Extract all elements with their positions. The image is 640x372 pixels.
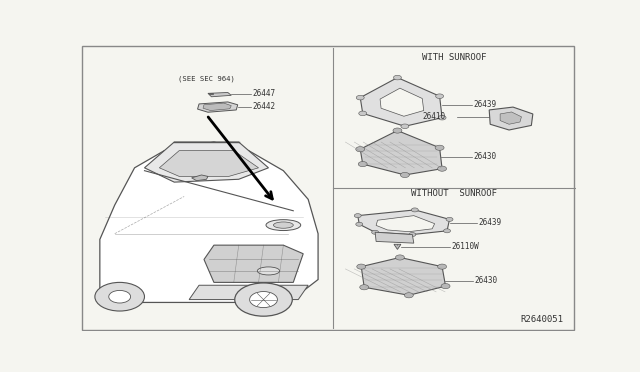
Ellipse shape xyxy=(273,222,293,228)
Text: 26439: 26439 xyxy=(478,218,501,227)
Circle shape xyxy=(444,229,451,233)
Circle shape xyxy=(438,264,447,269)
Text: 26430: 26430 xyxy=(475,276,498,285)
Circle shape xyxy=(355,214,361,218)
Circle shape xyxy=(372,230,379,234)
Text: 26430: 26430 xyxy=(474,152,497,161)
Polygon shape xyxy=(500,112,522,124)
Circle shape xyxy=(401,172,410,177)
Polygon shape xyxy=(204,245,303,282)
Polygon shape xyxy=(360,78,442,126)
Polygon shape xyxy=(159,151,259,176)
Circle shape xyxy=(438,115,446,120)
Text: 26439: 26439 xyxy=(474,100,497,109)
Circle shape xyxy=(358,161,367,167)
Polygon shape xyxy=(189,285,308,299)
Circle shape xyxy=(435,145,444,150)
Ellipse shape xyxy=(266,219,301,231)
Ellipse shape xyxy=(257,267,280,275)
Text: 26442: 26442 xyxy=(253,102,276,111)
Text: 26410: 26410 xyxy=(422,112,445,121)
Text: 26110W: 26110W xyxy=(451,241,479,250)
Text: WITH SUNROOF: WITH SUNROOF xyxy=(422,54,487,62)
Polygon shape xyxy=(375,232,414,243)
Polygon shape xyxy=(376,216,435,232)
Text: WITHOUT  SUNROOF: WITHOUT SUNROOF xyxy=(412,189,497,198)
Text: (SEE SEC 964): (SEE SEC 964) xyxy=(178,76,235,82)
Polygon shape xyxy=(208,93,231,97)
Circle shape xyxy=(401,124,409,129)
Circle shape xyxy=(356,222,363,226)
Circle shape xyxy=(235,283,292,316)
Polygon shape xyxy=(489,107,533,130)
Circle shape xyxy=(356,147,365,152)
Text: 26447: 26447 xyxy=(253,89,276,98)
Polygon shape xyxy=(360,131,442,175)
Circle shape xyxy=(394,75,401,80)
Text: R2640051: R2640051 xyxy=(520,315,564,324)
Polygon shape xyxy=(145,142,269,182)
Polygon shape xyxy=(361,257,445,295)
Circle shape xyxy=(95,282,145,311)
Polygon shape xyxy=(394,244,401,250)
Circle shape xyxy=(446,217,453,221)
Circle shape xyxy=(356,264,365,269)
Circle shape xyxy=(396,255,404,260)
Circle shape xyxy=(359,111,367,116)
Polygon shape xyxy=(358,210,449,235)
Circle shape xyxy=(250,292,277,308)
Polygon shape xyxy=(100,142,318,302)
Circle shape xyxy=(441,283,450,289)
Circle shape xyxy=(438,166,447,171)
Circle shape xyxy=(409,232,416,237)
Circle shape xyxy=(109,291,131,303)
Polygon shape xyxy=(380,88,424,116)
Polygon shape xyxy=(198,102,237,112)
Circle shape xyxy=(412,208,419,212)
Polygon shape xyxy=(203,103,231,110)
Circle shape xyxy=(393,128,402,133)
Circle shape xyxy=(356,95,364,100)
Circle shape xyxy=(404,293,413,298)
Circle shape xyxy=(436,94,444,99)
Polygon shape xyxy=(191,175,208,181)
Circle shape xyxy=(360,285,369,290)
